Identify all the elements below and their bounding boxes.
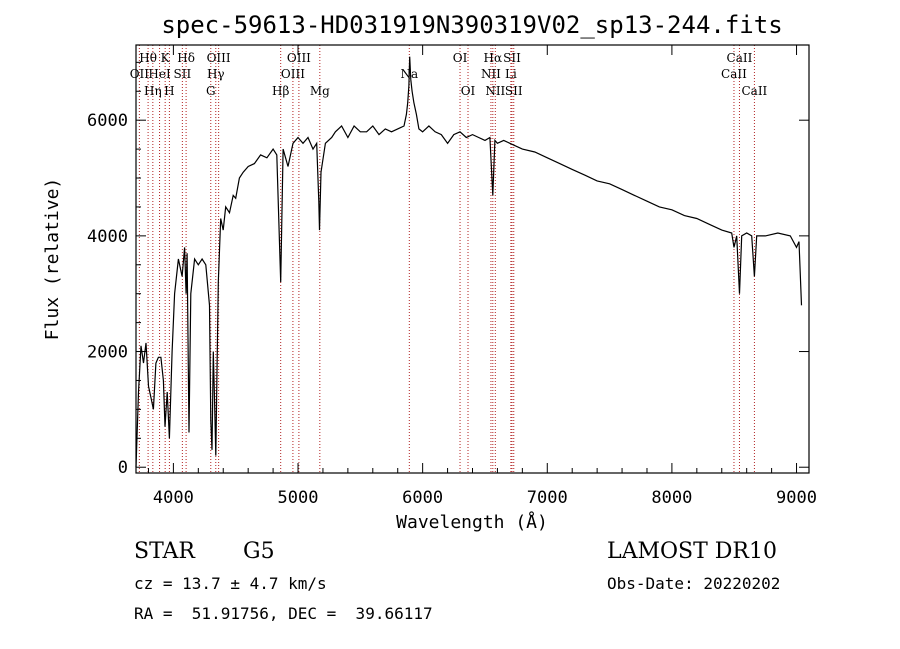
spectrum-line (135, 56, 803, 468)
x-axis: 4000 5000 6000 7000 8000 9000 (147, 45, 817, 508)
y-tick-label: 0 (118, 458, 128, 478)
line-marker-label-25: CaII (727, 51, 753, 65)
x-tick-label: 5000 (278, 488, 319, 508)
line-marker-label-11: Hβ (272, 84, 289, 98)
line-marker-label-18: NII (481, 67, 501, 81)
x-axis-label: Wavelength (Å) (396, 511, 548, 533)
line-marker-label-16: OI (453, 51, 468, 65)
line-marker-label-0: OII (130, 67, 150, 81)
line-marker-label-20: NII (485, 84, 505, 98)
line-marker-label-17: OI (461, 84, 476, 98)
x-tick-label: 4000 (153, 488, 194, 508)
line-marker-label-22: SII (503, 51, 521, 65)
line-marker-label-21: Li (505, 67, 517, 81)
line-marker-label-7: Hδ (177, 51, 195, 65)
x-tick-label: 9000 (776, 488, 817, 508)
x-tick-label: 7000 (527, 488, 568, 508)
line-marker-label-2: Hη (144, 84, 162, 98)
redshift-cz: cz = 13.7 ± 4.7 km/s (134, 574, 327, 593)
chart-title: spec-59613-HD031919N390319V02_sp13-244.f… (161, 11, 782, 39)
line-marker-label-3: HeI (148, 67, 171, 81)
line-marker-label-23: SII (505, 84, 523, 98)
line-marker-label-13: OIII (287, 51, 311, 65)
line-marker-label-5: H (164, 84, 174, 98)
x-tick-label: 8000 (651, 488, 692, 508)
line-marker-label-1: Hθ (139, 51, 157, 65)
line-marker-label-10: OIII (207, 51, 231, 65)
line-marker-label-4: K (161, 51, 171, 65)
line-marker-label-24: CaII (721, 67, 747, 81)
y-tick-label: 2000 (87, 343, 128, 363)
line-marker-label-9: Hγ (207, 67, 225, 81)
line-marker-label-26: CaII (741, 84, 767, 98)
line-marker-label-19: Hα (484, 51, 503, 65)
y-axis: 0 2000 4000 6000 (87, 61, 809, 478)
observation-date: Obs-Date: 20220202 (607, 574, 781, 593)
y-tick-label: 4000 (87, 227, 128, 247)
line-marker-label-8: G (206, 84, 216, 98)
line-markers (138, 45, 755, 473)
plot-frame (135, 44, 810, 474)
object-subclass: G5 (243, 539, 275, 564)
object-class: STAR (134, 539, 195, 564)
line-marker-labels: OIIHθHηHeIKHSIIHδGHγOIIIHβOIIIOIIIMgNaOI… (130, 51, 768, 98)
coordinates: RA = 51.91756, DEC = 39.66117 (134, 604, 433, 623)
y-axis-label: Flux (relative) (42, 178, 63, 341)
line-marker-label-6: SII (174, 67, 192, 81)
line-marker-label-14: Mg (310, 84, 330, 98)
y-tick-label: 6000 (87, 111, 128, 131)
survey-name: LAMOST DR10 (607, 539, 777, 564)
line-marker-label-12: OIII (281, 67, 305, 81)
x-tick-label: 6000 (402, 488, 443, 508)
